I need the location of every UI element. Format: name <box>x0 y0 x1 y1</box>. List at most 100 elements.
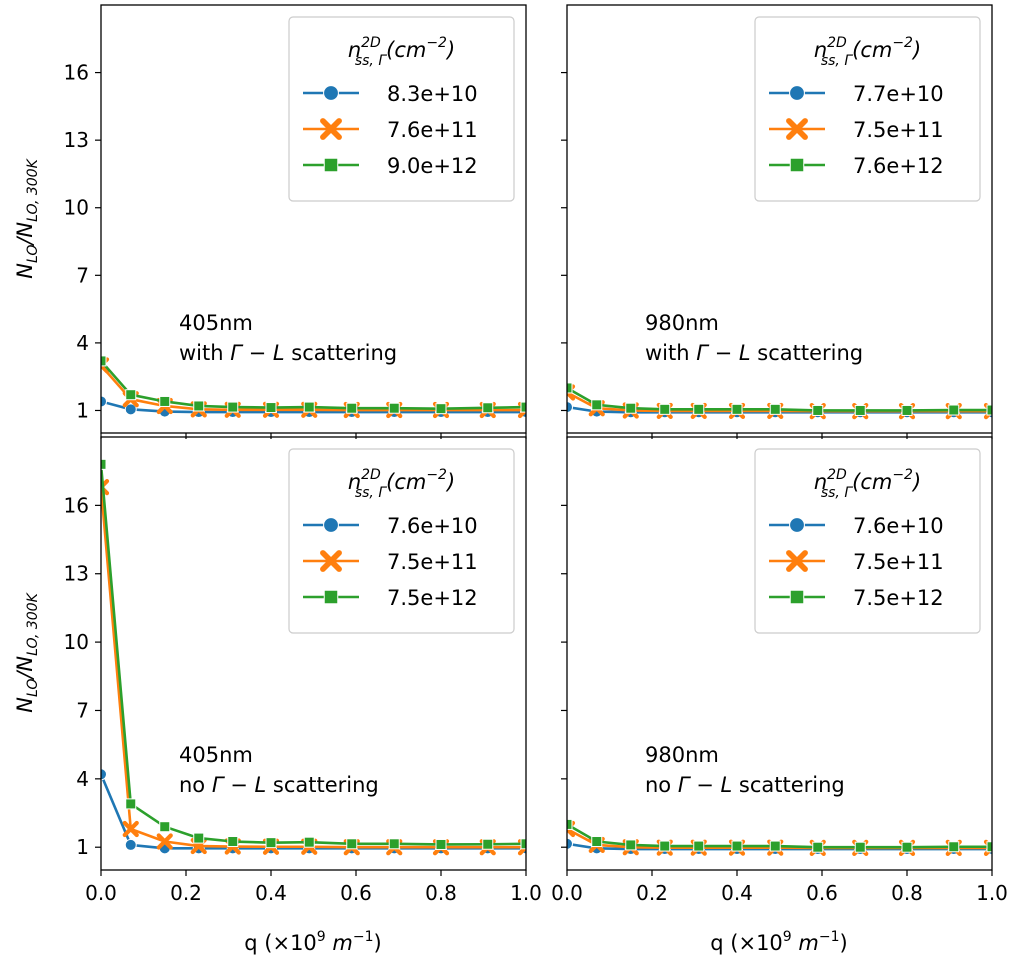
panel-2-annotation-wavelength: 980nm <box>645 311 719 335</box>
panel-1-legend: n2D ss, Γ(cm−2) 8.3e+10 7.6e+11 9.0e+12 <box>288 16 515 202</box>
legend-title-unit-exp: −2 <box>426 467 447 483</box>
panel-4-legend-box <box>754 448 981 634</box>
legend-title-unit: (cm <box>852 38 892 62</box>
ylabel-sub1: LO <box>25 245 41 263</box>
panel-2-series-3-point <box>591 399 603 411</box>
ylabel-mid: /N <box>13 222 37 247</box>
panel-2-series-3-line <box>567 386 992 412</box>
xlabel-unit-exp: −1 <box>353 929 374 945</box>
legend-title-sup: 2D <box>827 35 847 51</box>
panel-2-series-3-point <box>812 404 824 416</box>
panel-3-series-3-point <box>346 838 358 850</box>
panel-4-series-3-point <box>812 841 824 853</box>
panel-3-series-3-point <box>482 838 494 850</box>
panel-3-series-2-point <box>101 479 110 496</box>
panel-2-series-3-point <box>854 404 866 416</box>
legend-title-main: n <box>348 38 361 62</box>
panel-3-frame <box>100 436 527 871</box>
panel-2-series-3-point <box>693 403 705 415</box>
panel-3-series-3-point <box>101 458 107 470</box>
panel-1-series-3-point <box>227 401 239 413</box>
panel-1-series-3-point <box>193 400 205 412</box>
panel-4-series-3-point <box>731 840 743 852</box>
xlabel-exp: 9 <box>317 929 326 945</box>
panel-3-series-3-point <box>435 838 447 850</box>
panel-4-annotation-wavelength: 980nm <box>645 743 719 767</box>
panel-1-ytick-label: 7 <box>76 263 89 287</box>
panel-1-series-3-point <box>435 403 447 415</box>
ylabel-mid: /N <box>13 656 37 681</box>
annotation-gamma-l: Γ − L <box>230 341 284 365</box>
panel-3-series-3-point <box>303 836 315 848</box>
panel-3-legend-box <box>288 448 515 634</box>
panel-3-legend-label-3: 7.5e+12 <box>387 586 478 610</box>
panel-2-series-3-point <box>659 403 671 415</box>
panel-1-legend-label-1: 8.3e+10 <box>387 82 478 106</box>
legend-title-main: n <box>348 470 361 494</box>
annotation-prefix: with <box>179 341 230 365</box>
panel-4-series-3-point <box>591 836 603 848</box>
panel-3-series-3-point <box>193 832 205 844</box>
legend-title-close: ) <box>911 38 921 62</box>
x-axis-label-1: q (×109 m−1) <box>244 929 381 955</box>
panel-2-legend-marker-1 <box>789 85 805 101</box>
legend-title-close: ) <box>445 470 455 494</box>
panel-1-series-3-line <box>101 360 526 410</box>
panel-3-ytick-label: 13 <box>64 562 89 586</box>
xlabel-unit: m <box>332 931 352 955</box>
ylabel-n: N <box>13 263 37 279</box>
panel-3-series-2-point <box>122 820 139 838</box>
legend-title-close: ) <box>445 38 455 62</box>
xlabel-space <box>326 931 333 955</box>
panel-4-legend-marker-1 <box>789 517 805 533</box>
panel-3-ytick-label: 10 <box>64 630 89 654</box>
panel-4-xtick-label: 0.6 <box>806 881 838 905</box>
annotation-prefix: no <box>179 773 212 797</box>
ylabel-sub2: LO, 300K <box>25 591 41 655</box>
panel-2-series-3-point <box>625 402 637 414</box>
panel-3-legend-marker-2 <box>320 550 342 572</box>
annotation-suffix: scattering <box>751 341 864 365</box>
legend-title-unit-exp: −2 <box>426 35 447 51</box>
panel-4-annotation-scattering: no Γ − L scattering <box>645 773 845 797</box>
xlabel-close: ) <box>374 931 382 955</box>
legend-title-sub: ss, Γ <box>355 53 387 69</box>
panel-4-legend-marker-3 <box>789 589 805 605</box>
legend-title-sup: 2D <box>827 467 847 483</box>
panel-1-series-3-point <box>265 402 277 414</box>
panel-1-series-2-line <box>101 364 526 412</box>
panel-3-ytick-label: 16 <box>64 493 89 517</box>
panel-1-series-3-point <box>159 395 171 407</box>
panel-3-series-3-point <box>520 838 526 850</box>
panel-4: 0.0 0.2 0.4 0.6 0.8 1.0 n2D ss, Γ(cm−2) 7.6e+10 7… <box>551 436 1008 905</box>
panel-3-xtick-label: 1.0 <box>510 881 542 905</box>
legend-title-close: ) <box>911 470 921 494</box>
panel-2-annotation-scattering: with Γ − L scattering <box>645 341 863 365</box>
panel-3: 1 4 7 10 13 16 0.0 0.2 0.4 0.6 0.8 1.0 n2D ss, Γ(cm−2… <box>64 436 542 905</box>
panel-2-legend-label-2: 7.5e+11 <box>853 118 944 142</box>
legend-title-main: n <box>814 470 827 494</box>
panel-1-ytick-label: 4 <box>76 331 89 355</box>
legend-title-sub: ss, Γ <box>821 53 853 69</box>
annotation-suffix: scattering <box>732 773 845 797</box>
panel-2-series-1-point <box>567 401 573 414</box>
panel-2-series-3-point <box>567 382 573 394</box>
panel-2: n2D ss, Γ(cm−2) 7.7e+10 7.5e+11 7.6e+12 980nm… <box>561 4 993 439</box>
panel-4-xtick-label: 0.8 <box>891 881 923 905</box>
panel-3-annotation-wavelength: 405nm <box>179 743 253 767</box>
panel-4-legend: n2D ss, Γ(cm−2) 7.6e+10 7.5e+11 7.5e+12 <box>754 448 981 634</box>
panel-2-frame <box>566 4 993 434</box>
panel-4-series-1-point <box>567 837 573 850</box>
panel-3-legend: n2D ss, Γ(cm−2) 7.6e+10 7.5e+11 7.5e+12 <box>288 448 515 634</box>
panel-4-xtick-label: 0.4 <box>721 881 753 905</box>
panel-1-legend-marker-3 <box>323 157 339 173</box>
panel-2-series-3-point <box>948 404 960 416</box>
panel-4-frame <box>566 436 993 871</box>
panel-3-series-3-point <box>388 838 400 850</box>
panel-1-ytick-label: 13 <box>64 128 89 152</box>
panel-3-series-3-line <box>101 464 526 846</box>
ylabel-n: N <box>13 697 37 713</box>
panel-1-series-3-point <box>125 389 137 401</box>
panel-4-series-3-point <box>986 841 992 853</box>
panel-3-xtick-label: 0.8 <box>425 881 457 905</box>
